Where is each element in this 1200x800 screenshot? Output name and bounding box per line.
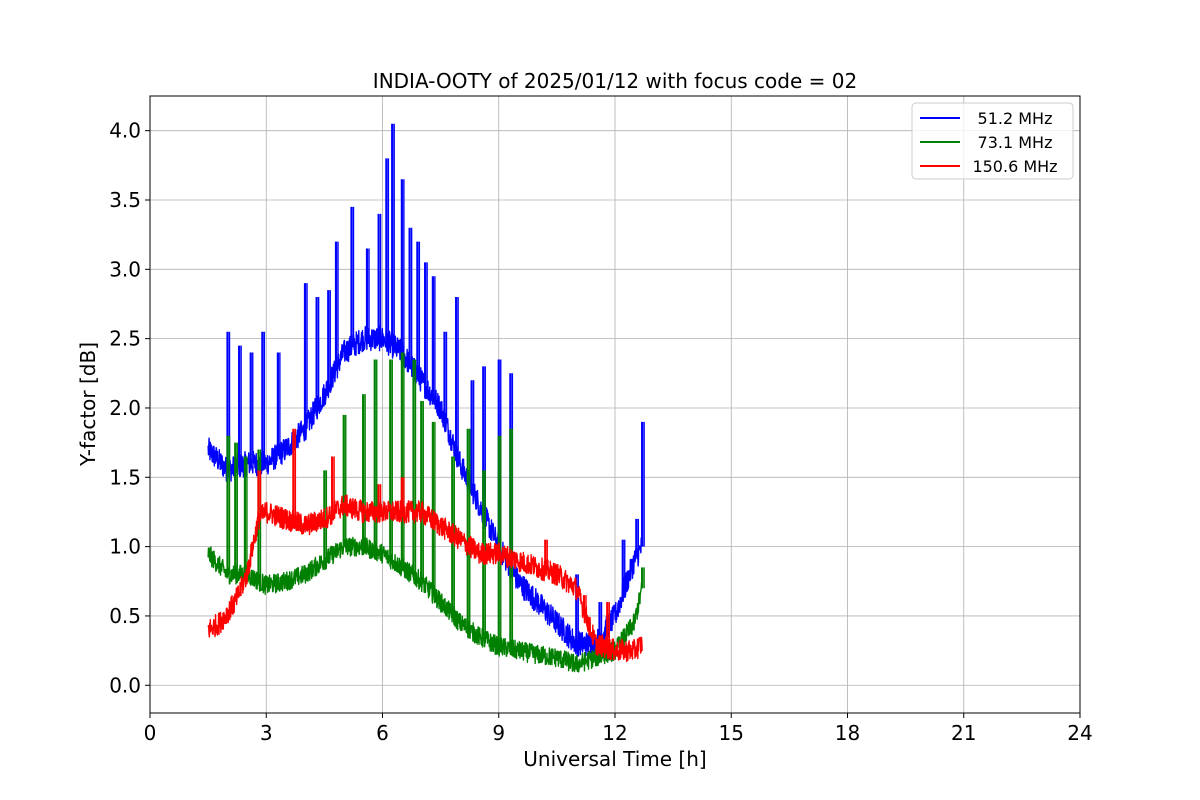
x-tick-label: 15: [719, 721, 744, 745]
x-tick-label: 24: [1067, 721, 1092, 745]
y-tick-label: 0.0: [109, 673, 141, 697]
series-2: [207, 428, 643, 663]
x-tick-label: 0: [144, 721, 157, 745]
legend-label: 150.6 MHz: [972, 157, 1057, 176]
y-tick-label: 3.0: [109, 257, 141, 281]
y-tick-label: 3.5: [109, 188, 141, 212]
x-tick-label: 18: [835, 721, 860, 745]
x-tick-label: 21: [951, 721, 976, 745]
y-tick-label: 0.5: [109, 604, 141, 628]
y-tick-label: 1.0: [109, 535, 141, 559]
y-tick-label: 2.0: [109, 396, 141, 420]
chart-title: INDIA-OOTY of 2025/01/12 with focus code…: [373, 69, 857, 93]
ticks: 0 3 6 9 12 15 18 21 24 0.0 0.5 1.0 1.5 2.0 2.5 3.0 3.5 4.…: [109, 119, 1093, 745]
y-tick-label: 4.0: [109, 119, 141, 143]
legend-label: 51.2 MHz: [978, 109, 1053, 128]
x-tick-label: 6: [376, 721, 389, 745]
x-tick-label: 12: [602, 721, 627, 745]
legend: 51.2 MHz 73.1 MHz 150.6 MHz: [911, 102, 1074, 180]
x-tick-label: 9: [492, 721, 505, 745]
x-tick-label: 3: [260, 721, 273, 745]
x-axis-label: Universal Time [h]: [523, 747, 706, 771]
legend-label: 73.1 MHz: [978, 133, 1053, 152]
series-line: [207, 494, 643, 663]
series-line: [207, 536, 643, 673]
y-tick-label: 1.5: [109, 465, 141, 489]
y-axis-label: Y-factor [dB]: [76, 342, 100, 467]
y-tick-label: 2.5: [109, 327, 141, 351]
series-layer: [207, 123, 645, 673]
legend-box: [911, 102, 1074, 180]
